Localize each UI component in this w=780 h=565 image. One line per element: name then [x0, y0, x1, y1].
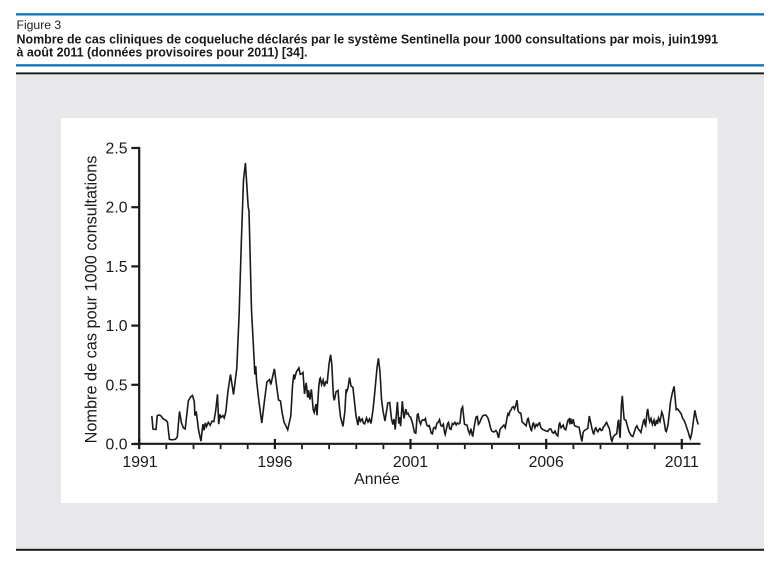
svg-text:1991: 1991: [122, 454, 157, 471]
svg-text:2011: 2011: [665, 454, 699, 471]
svg-text:à août 2011 (données provisoir: à août 2011 (données provisoires pour 20…: [17, 46, 308, 60]
svg-text:Figure 3: Figure 3: [17, 18, 62, 32]
svg-text:2.0: 2.0: [106, 200, 128, 217]
svg-text:Nombre de cas cliniques de coq: Nombre de cas cliniques de coqueluche dé…: [17, 33, 719, 47]
svg-text:Nombre de cas pour 1000 consul: Nombre de cas pour 1000 consultations: [83, 156, 101, 444]
svg-text:2006: 2006: [529, 454, 564, 471]
svg-text:1996: 1996: [257, 454, 292, 471]
svg-text:1.0: 1.0: [106, 318, 128, 335]
svg-text:2001: 2001: [393, 454, 428, 471]
svg-text:1.5: 1.5: [106, 259, 128, 276]
svg-text:0.0: 0.0: [106, 437, 128, 454]
svg-text:Année: Année: [354, 471, 400, 488]
svg-text:2.5: 2.5: [106, 141, 128, 158]
svg-text:0.5: 0.5: [106, 377, 128, 394]
